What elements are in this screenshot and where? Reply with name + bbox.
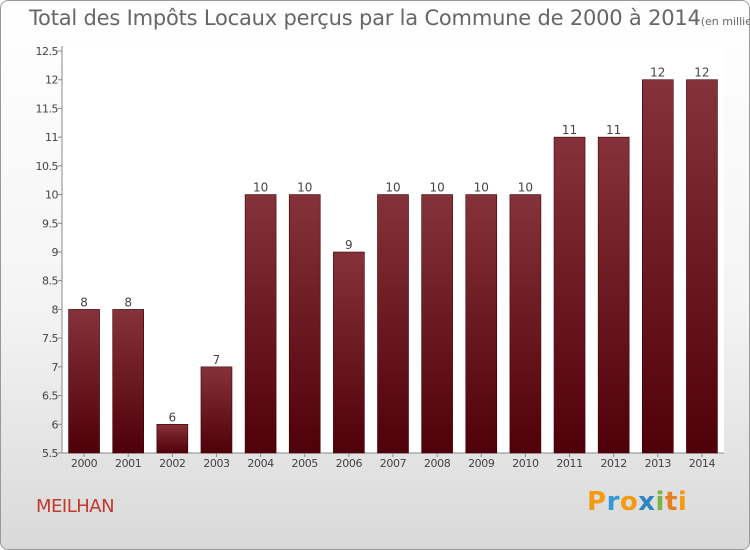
x-tick-label: 2004 xyxy=(247,457,274,470)
bar xyxy=(641,79,674,454)
y-tick-label: 9.5 xyxy=(42,217,58,230)
y-tick-label: 5.5 xyxy=(42,447,58,460)
x-tick-label: 2006 xyxy=(336,457,363,470)
y-tick-label: 8 xyxy=(52,303,59,316)
x-tick-label: 2005 xyxy=(292,457,319,470)
bar-value-label: 10 xyxy=(253,181,268,195)
y-tick-label: 8.5 xyxy=(42,275,58,288)
bar-value-label: 10 xyxy=(429,181,444,195)
x-tick-label: 2002 xyxy=(159,457,185,470)
commune-name: MEILHAN xyxy=(36,496,115,517)
bar-value-label: 12 xyxy=(694,66,709,80)
bar xyxy=(377,194,409,454)
x-tick-label: 2000 xyxy=(71,457,98,470)
y-tick-label: 10.5 xyxy=(36,160,59,173)
x-tick-label: 2003 xyxy=(203,457,230,470)
bar-value-label: 8 xyxy=(124,295,132,309)
bar-value-label: 12 xyxy=(650,66,665,80)
x-tick-label: 2012 xyxy=(600,457,626,470)
y-tick-label: 7 xyxy=(52,361,59,374)
y-tick-label: 11 xyxy=(45,131,58,144)
bar xyxy=(421,194,453,454)
chart-title-text: Total des Impôts Locaux perçus par la Co… xyxy=(29,6,701,30)
bar-value-label: 10 xyxy=(385,181,400,195)
bar xyxy=(68,309,100,454)
bar-value-label: 10 xyxy=(474,181,489,195)
bar xyxy=(686,79,718,454)
y-tick-label: 6 xyxy=(52,418,59,431)
x-tick-label: 2007 xyxy=(380,457,407,470)
x-tick-label: 2008 xyxy=(424,457,451,470)
chart-title: Total des Impôts Locaux perçus par la Co… xyxy=(29,6,749,30)
x-tick-label: 2013 xyxy=(645,457,672,470)
y-tick-label: 11.5 xyxy=(36,102,59,115)
unit-note: (en milliers d'€) xyxy=(700,15,749,28)
x-tick-label: 2014 xyxy=(689,457,716,470)
proxiti-logo: Proxiti xyxy=(587,487,688,517)
bar-value-label: 11 xyxy=(606,123,621,137)
bar xyxy=(288,194,321,454)
y-tick-label: 9 xyxy=(52,246,59,259)
bar xyxy=(465,194,498,454)
bar xyxy=(597,136,630,454)
bar xyxy=(553,136,586,454)
bar-value-label: 8 xyxy=(80,295,88,309)
y-tick-label: 10 xyxy=(45,189,58,202)
bar xyxy=(333,251,365,454)
bar-value-label: 10 xyxy=(518,181,533,195)
y-tick-label: 7.5 xyxy=(42,332,58,345)
bar-value-label: 11 xyxy=(562,123,577,137)
bar xyxy=(244,194,277,454)
x-tick-label: 2011 xyxy=(556,457,582,470)
bar-value-label: 7 xyxy=(213,353,221,367)
bar xyxy=(509,194,542,454)
y-tick-label: 12.5 xyxy=(36,45,59,58)
x-tick-label: 2009 xyxy=(468,457,495,470)
bar-value-label: 6 xyxy=(169,410,177,424)
bar xyxy=(156,423,189,454)
bar-value-label: 10 xyxy=(297,181,312,195)
y-tick-label: 12 xyxy=(45,74,58,87)
bar xyxy=(112,309,144,454)
bar xyxy=(200,366,233,454)
bar-value-label: 9 xyxy=(345,238,353,252)
x-tick-label: 2010 xyxy=(512,457,539,470)
y-tick-label: 6.5 xyxy=(42,390,58,403)
x-tick-label: 2001 xyxy=(115,457,141,470)
